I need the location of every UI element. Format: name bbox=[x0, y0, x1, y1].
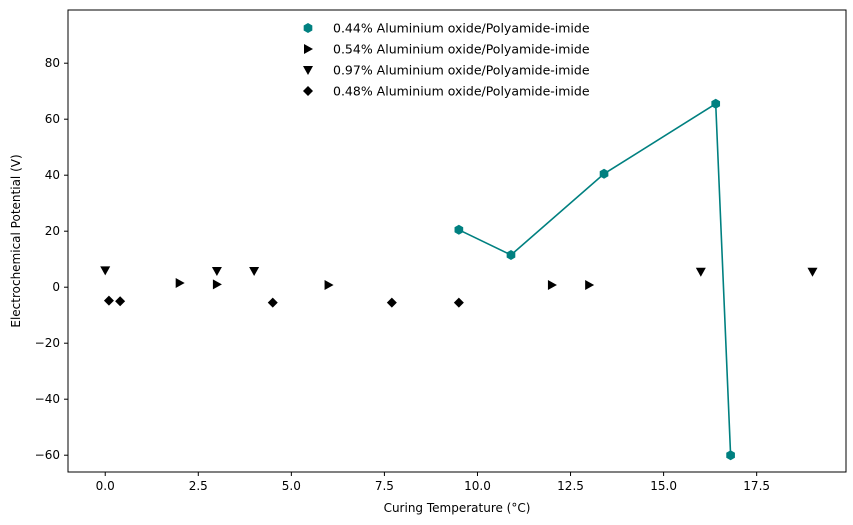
legend-label: 0.44% Aluminium oxide/Polyamide-imide bbox=[333, 21, 590, 36]
data-point bbox=[726, 450, 735, 461]
legend-label: 0.97% Aluminium oxide/Polyamide-imide bbox=[333, 63, 590, 78]
data-point bbox=[807, 267, 818, 277]
plot-background bbox=[68, 10, 846, 472]
data-point bbox=[386, 297, 397, 308]
data-point bbox=[453, 297, 464, 308]
x-axis-label: Curing Temperature (°C) bbox=[384, 501, 531, 515]
y-tick-label: 20 bbox=[45, 224, 60, 238]
x-tick-label: 15.0 bbox=[650, 479, 677, 493]
data-point bbox=[506, 250, 516, 260]
legend-marker bbox=[303, 23, 313, 33]
data-point bbox=[211, 266, 222, 276]
data-point bbox=[175, 278, 185, 288]
data-point bbox=[585, 279, 595, 290]
legend-marker bbox=[304, 44, 313, 54]
legend: 0.44% Aluminium oxide/Polyamide-imide 0.5… bbox=[303, 21, 590, 99]
x-tick-label: 2.5 bbox=[189, 479, 208, 493]
x-axis-ticks: 0.0 2.5 5.0 7.5 10.0 12.5 15.0 17.5 bbox=[96, 472, 770, 493]
y-tick-label: 40 bbox=[45, 168, 60, 182]
y-tick-label: 60 bbox=[45, 112, 60, 126]
data-point bbox=[100, 266, 111, 276]
data-point bbox=[212, 279, 222, 290]
legend-marker bbox=[303, 86, 313, 96]
y-tick-label: 0 bbox=[52, 280, 60, 294]
data-point bbox=[547, 279, 557, 290]
x-tick-label: 17.5 bbox=[743, 479, 770, 493]
legend-label: 0.48% Aluminium oxide/Polyamide-imide bbox=[333, 84, 590, 99]
data-point bbox=[115, 296, 126, 307]
y-tick-label: −60 bbox=[35, 448, 60, 462]
data-point bbox=[454, 224, 464, 235]
data-point bbox=[324, 279, 334, 290]
data-point bbox=[103, 295, 114, 306]
data-point bbox=[267, 297, 278, 308]
data-point bbox=[711, 98, 721, 109]
y-axis-label: Electrochemical Potential (V) bbox=[9, 154, 23, 327]
x-tick-label: 0.0 bbox=[96, 479, 115, 493]
y-tick-label: −40 bbox=[35, 392, 60, 406]
legend-marker bbox=[303, 66, 313, 75]
x-tick-label: 10.0 bbox=[464, 479, 491, 493]
y-axis-ticks: −60 −40 −20 0 20 40 60 80 bbox=[35, 56, 68, 462]
data-point bbox=[599, 168, 609, 179]
plot-frame bbox=[67, 9, 847, 473]
x-tick-label: 5.0 bbox=[282, 479, 301, 493]
data-markers bbox=[100, 98, 818, 461]
data-point bbox=[249, 266, 260, 276]
x-tick-label: 12.5 bbox=[557, 479, 584, 493]
legend-label: 0.54% Aluminium oxide/Polyamide-imide bbox=[333, 42, 590, 57]
data-point bbox=[695, 267, 706, 277]
y-tick-label: 80 bbox=[45, 56, 60, 70]
x-tick-label: 7.5 bbox=[375, 479, 394, 493]
y-tick-label: −20 bbox=[35, 336, 60, 350]
